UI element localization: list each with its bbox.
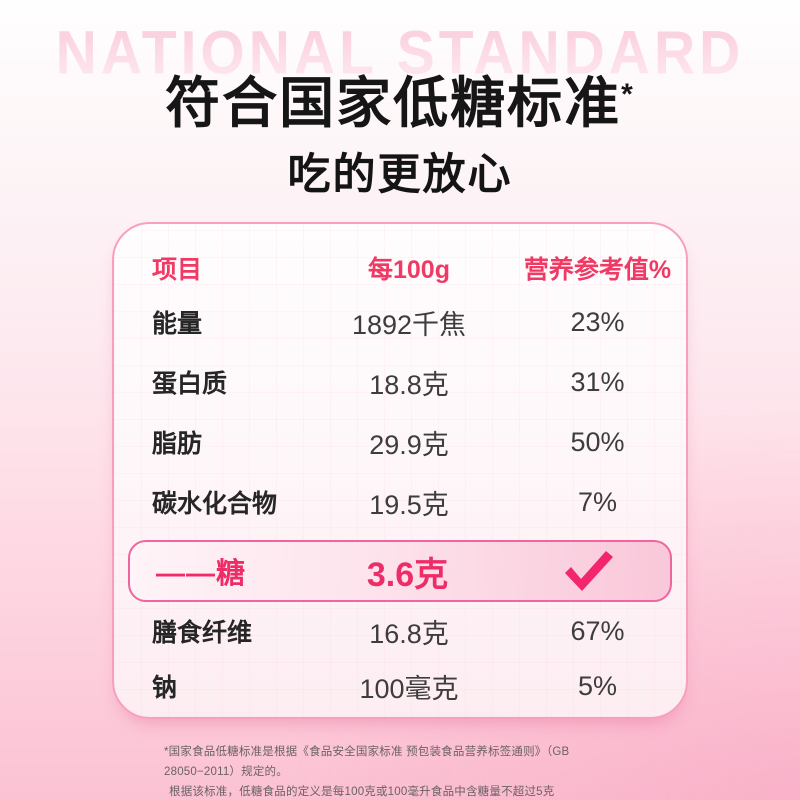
row-value-nrv: 7% [577, 486, 618, 517]
table-row-energy: 能量 1892千焦 23% [114, 292, 686, 352]
table-row-sugar-highlighted: ——糖 3.6克 [128, 540, 672, 602]
page-title-text: 符合国家低糖标准 [165, 72, 622, 134]
table-row-carbohydrate: 碳水化合物 19.5克 7% [114, 472, 686, 532]
row-label: 碳水化合物 [152, 490, 278, 518]
checkmark-icon [564, 551, 613, 591]
header-item: 项目 [152, 256, 203, 284]
background-watermark-text: NATIONAL STANDARD [55, 18, 745, 88]
row-label: 脂肪 [152, 430, 203, 458]
sugar-row-value: 3.6克 [366, 555, 449, 594]
sugar-row-check-cell [505, 549, 670, 593]
sugar-row-label: ——糖 [156, 558, 247, 590]
row-value-per100g: 18.8克 [369, 369, 449, 400]
row-value-nrv: 31% [570, 366, 625, 397]
row-label: 钠 [152, 674, 178, 702]
row-value-per100g: 29.9克 [369, 429, 449, 460]
footnote-inner: *国家食品低糖标准是根据《食品安全国家标准 预包装食品营养标签通则》（GB 28… [164, 742, 636, 800]
row-label: 蛋白质 [152, 370, 228, 398]
page-title: 符合国家低糖标准* [0, 58, 800, 138]
row-value-nrv: 67% [570, 615, 625, 646]
row-value-per100g: 1892千焦 [351, 309, 467, 340]
footnote-line-1: *国家食品低糖标准是根据《食品安全国家标准 预包装食品营养标签通则》（GB 28… [164, 746, 570, 778]
page-subtitle: 吃的更放心 [287, 151, 513, 199]
row-label: 能量 [152, 310, 203, 338]
table-row-dietary-fiber: 膳食纤维 16.8克 67% [114, 606, 686, 656]
row-value-per100g: 19.5克 [369, 489, 449, 520]
row-value-nrv: 5% [577, 670, 618, 701]
row-value-per100g: 100毫克 [359, 673, 459, 704]
nutrition-table-card: 项目 每100g 营养参考值% 能量 1892千焦 23% 蛋白质 18.8克 … [112, 222, 688, 719]
header-per100g: 每100g [368, 256, 450, 284]
row-label: 膳食纤维 [152, 619, 253, 647]
row-value-per100g: 16.8克 [369, 618, 449, 649]
row-value-nrv: 23% [570, 306, 625, 337]
footnote-line-2: 根据该标准，低糖食品的定义是每100克或100毫升食品中含糖量不超过5克 [169, 786, 555, 798]
row-value-nrv: 50% [570, 426, 625, 457]
title-asterisk: * [621, 78, 635, 111]
table-row-fat: 脂肪 29.9克 50% [114, 412, 686, 472]
table-row-protein: 蛋白质 18.8克 31% [114, 352, 686, 412]
footnote: *国家食品低糖标准是根据《食品安全国家标准 预包装食品营养标签通则》（GB 28… [0, 742, 800, 800]
table-row-sodium: 钠 100毫克 5% [114, 656, 686, 716]
header-nrv: 营养参考值% [523, 256, 672, 284]
table-header-row: 项目 每100g 营养参考值% [114, 244, 686, 292]
